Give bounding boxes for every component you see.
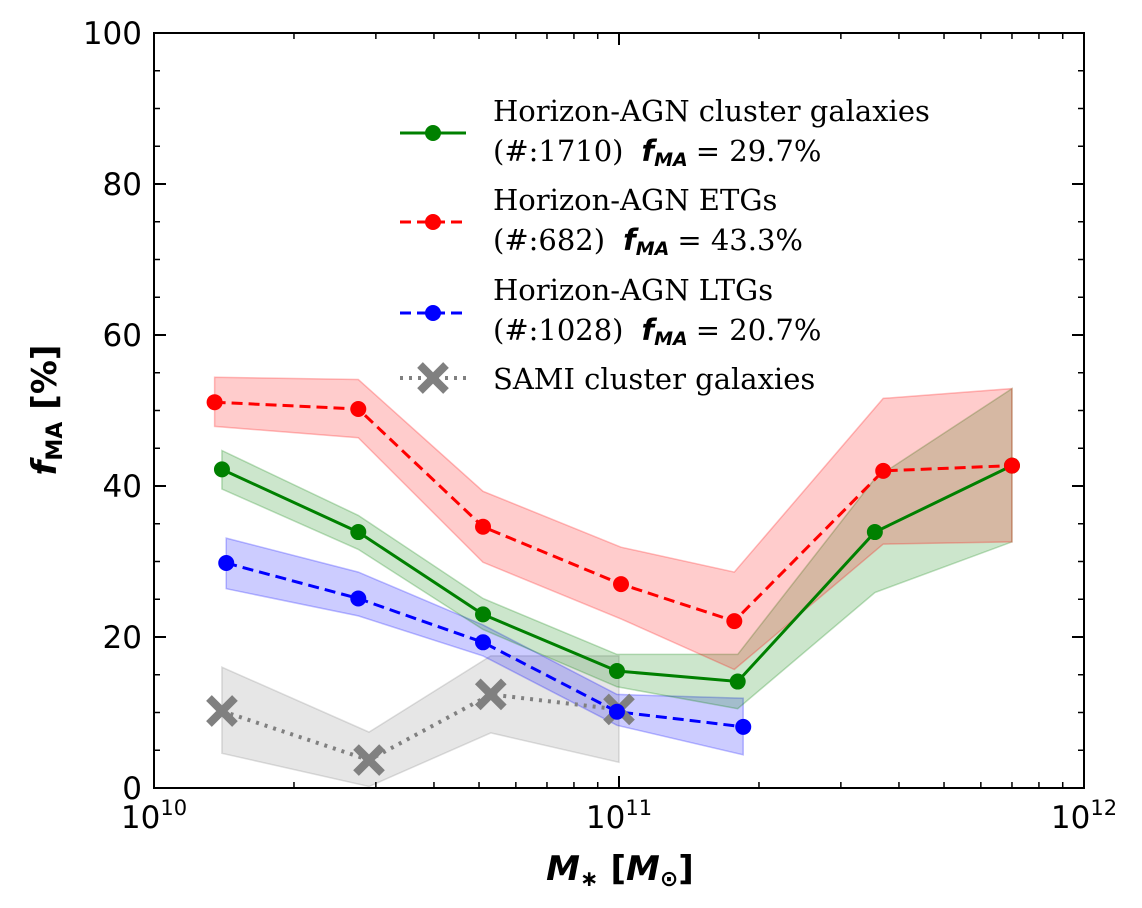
legend-marker-etg <box>425 214 441 230</box>
legend-sub-ltg: (#:1028) fMA = 20.7% <box>493 313 821 350</box>
legend-marker-sami <box>417 362 449 394</box>
data-point-1 <box>475 518 492 535</box>
data-point-1 <box>206 394 223 411</box>
x-tick-label: 1010 <box>121 796 187 836</box>
legend-sub-etg: (#:682) fMA = 43.3% <box>493 223 803 260</box>
legend-fsub-cluster: MA <box>654 149 688 171</box>
y-tick-label: 20 <box>103 620 142 656</box>
data-point-1 <box>350 400 367 417</box>
x-axis-unit: M <box>626 849 660 889</box>
x-axis-title: M∗ [M⊙] <box>546 849 694 892</box>
legend-label-cluster: Horizon-AGN cluster galaxies <box>493 94 930 128</box>
y-tick-label: 60 <box>103 318 142 354</box>
y-tick-label: 100 <box>83 16 142 52</box>
legend-sub-cluster: (#:1710) fMA = 29.7% <box>493 134 821 171</box>
legend-label-etg: Horizon-AGN ETGs <box>493 183 777 217</box>
y-tick-labels: 0 20 40 60 80 100 <box>83 16 142 807</box>
data-point-0 <box>866 524 883 541</box>
y-axis-main: f <box>25 456 65 475</box>
legend-f-ltg: f <box>642 313 658 347</box>
x-axis-sub1: ∗ <box>580 867 598 892</box>
legend-label-ltg: Horizon-AGN LTGs <box>493 273 773 307</box>
x-tick-exp: 12 <box>1090 796 1117 820</box>
series-line-2 <box>225 561 744 729</box>
legend-entry-ltg: Horizon-AGN LTGs (#:1028) fMA = 20.7% <box>400 273 821 350</box>
x-tick-label: 1012 <box>1051 796 1117 836</box>
data-point-0 <box>729 673 746 690</box>
legend-marker-cluster <box>425 125 441 141</box>
x-axis-close: ] <box>678 849 694 889</box>
legend-label-sami: SAMI cluster galaxies <box>493 362 815 396</box>
legend-value-ltg: = 20.7% <box>696 313 822 347</box>
x-tick-base: 10 <box>586 800 625 836</box>
y-tick-label: 80 <box>103 167 142 203</box>
legend-fsub-ltg: MA <box>654 328 688 350</box>
data-point-3 <box>206 695 238 727</box>
x-axis-sub2: ⊙ <box>660 867 678 892</box>
x-axis-main: M <box>546 849 580 889</box>
legend-entry-etg: Horizon-AGN ETGs (#:682) fMA = 43.3% <box>400 183 803 260</box>
data-point-1 <box>613 576 630 593</box>
legend-f-etg: f <box>623 223 639 257</box>
data-point-3 <box>474 678 507 711</box>
data-point-2 <box>218 555 235 572</box>
legend-entry-cluster: Horizon-AGN cluster galaxies (#:1710) fMA… <box>400 94 930 171</box>
legend-f-cluster: f <box>642 134 658 168</box>
x-tick-base: 10 <box>121 800 160 836</box>
x-axis-open: [ <box>610 849 626 889</box>
y-axis-sub: MA <box>43 422 68 461</box>
x-tick-exp: 11 <box>625 796 652 820</box>
legend-count-etg: (#:682) <box>493 223 605 257</box>
legend-marker-ltg <box>425 305 441 321</box>
data-point-2 <box>735 718 752 735</box>
data-point-1 <box>726 613 743 630</box>
x-tick-base: 10 <box>1051 800 1090 836</box>
band-0 <box>221 387 1013 710</box>
data-point-0 <box>213 461 230 478</box>
legend: Horizon-AGN cluster galaxies (#:1710) fMA… <box>400 94 930 396</box>
x-tick-label: 1011 <box>586 796 652 836</box>
y-axis-unit: [%] <box>25 345 65 410</box>
data-point-2 <box>475 634 492 651</box>
axis-ticks <box>153 32 1085 789</box>
legend-entry-sami: SAMI cluster galaxies <box>400 362 815 396</box>
legend-count-ltg: (#:1028) <box>493 313 624 347</box>
legend-fsub-etg: MA <box>636 238 670 260</box>
data-point-2 <box>350 590 367 607</box>
y-axis-title: fMA [%] <box>25 345 68 476</box>
x-tick-labels: 1010 1011 1012 <box>121 796 1117 836</box>
legend-value-etg: = 43.3% <box>677 223 803 257</box>
series-markers <box>206 394 1020 776</box>
data-point-1 <box>1003 457 1020 474</box>
data-point-0 <box>608 662 625 679</box>
data-point-0 <box>350 524 367 541</box>
uncertainty-bands <box>213 376 1013 788</box>
band-3 <box>221 655 620 788</box>
y-tick-label: 40 <box>103 469 142 505</box>
legend-count-cluster: (#:1710) <box>493 134 624 168</box>
y-tick-label: 0 <box>122 771 142 807</box>
band-1 <box>213 376 1013 671</box>
data-point-2 <box>608 703 625 720</box>
x-tick-exp: 10 <box>160 796 187 820</box>
data-point-1 <box>875 462 892 479</box>
data-point-0 <box>475 606 492 623</box>
legend-value-cluster: = 29.7% <box>696 134 822 168</box>
data-point-3 <box>353 744 385 776</box>
